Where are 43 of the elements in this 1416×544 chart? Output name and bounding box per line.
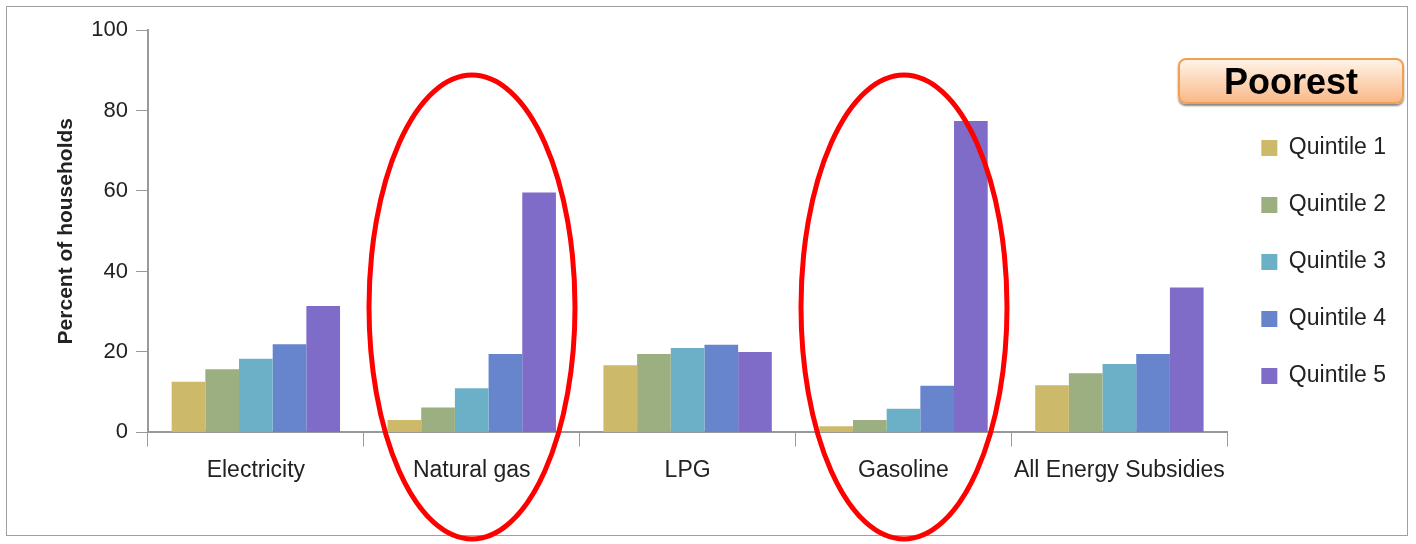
- y-tick-label: 40: [103, 257, 128, 283]
- bar: [306, 306, 341, 432]
- bar: [522, 192, 556, 432]
- y-tick-label: 100: [91, 16, 128, 42]
- annotation: Poorest: [1178, 58, 1404, 104]
- bar: [852, 419, 887, 432]
- bar: [954, 120, 988, 432]
- y-tick-label: 60: [103, 177, 128, 203]
- bar: [1035, 385, 1069, 432]
- legend-label: Quintile 2: [1288, 190, 1387, 217]
- bar: [603, 365, 638, 432]
- y-axis-title: Percent of households: [53, 118, 77, 345]
- bar: [1068, 373, 1103, 432]
- y-tick-label: 0: [115, 418, 128, 444]
- bar: [886, 408, 921, 432]
- legend-label: Quintile 3: [1288, 247, 1387, 274]
- bar: [205, 369, 240, 432]
- bar: [670, 347, 705, 432]
- bar: [387, 419, 422, 432]
- bar: [704, 344, 739, 432]
- legend-label: Quintile 5: [1288, 361, 1387, 388]
- bar: [819, 426, 853, 432]
- bar: [421, 407, 455, 432]
- bar: [920, 385, 955, 432]
- bar: [738, 351, 772, 432]
- bar: [239, 358, 273, 432]
- legend-label: Quintile 1: [1288, 133, 1387, 160]
- y-tick-label: 20: [103, 337, 128, 363]
- x-tick-label: LPG: [664, 455, 711, 482]
- x-tick-label: Natural gas: [412, 455, 531, 482]
- bar: [488, 353, 523, 432]
- bar: [454, 388, 489, 432]
- bar: [171, 381, 206, 432]
- x-tick-label: Gasoline: [858, 455, 949, 482]
- bar: [1136, 353, 1170, 432]
- bar: [1102, 363, 1137, 432]
- y-tick-label: 80: [103, 96, 128, 122]
- bar: [272, 344, 307, 432]
- legend-label: Quintile 4: [1288, 304, 1387, 331]
- bar: [1169, 287, 1204, 432]
- x-tick-label: Electricity: [206, 455, 306, 482]
- bar: [637, 353, 671, 432]
- x-tick-label: All Energy Subsidies: [1013, 455, 1225, 482]
